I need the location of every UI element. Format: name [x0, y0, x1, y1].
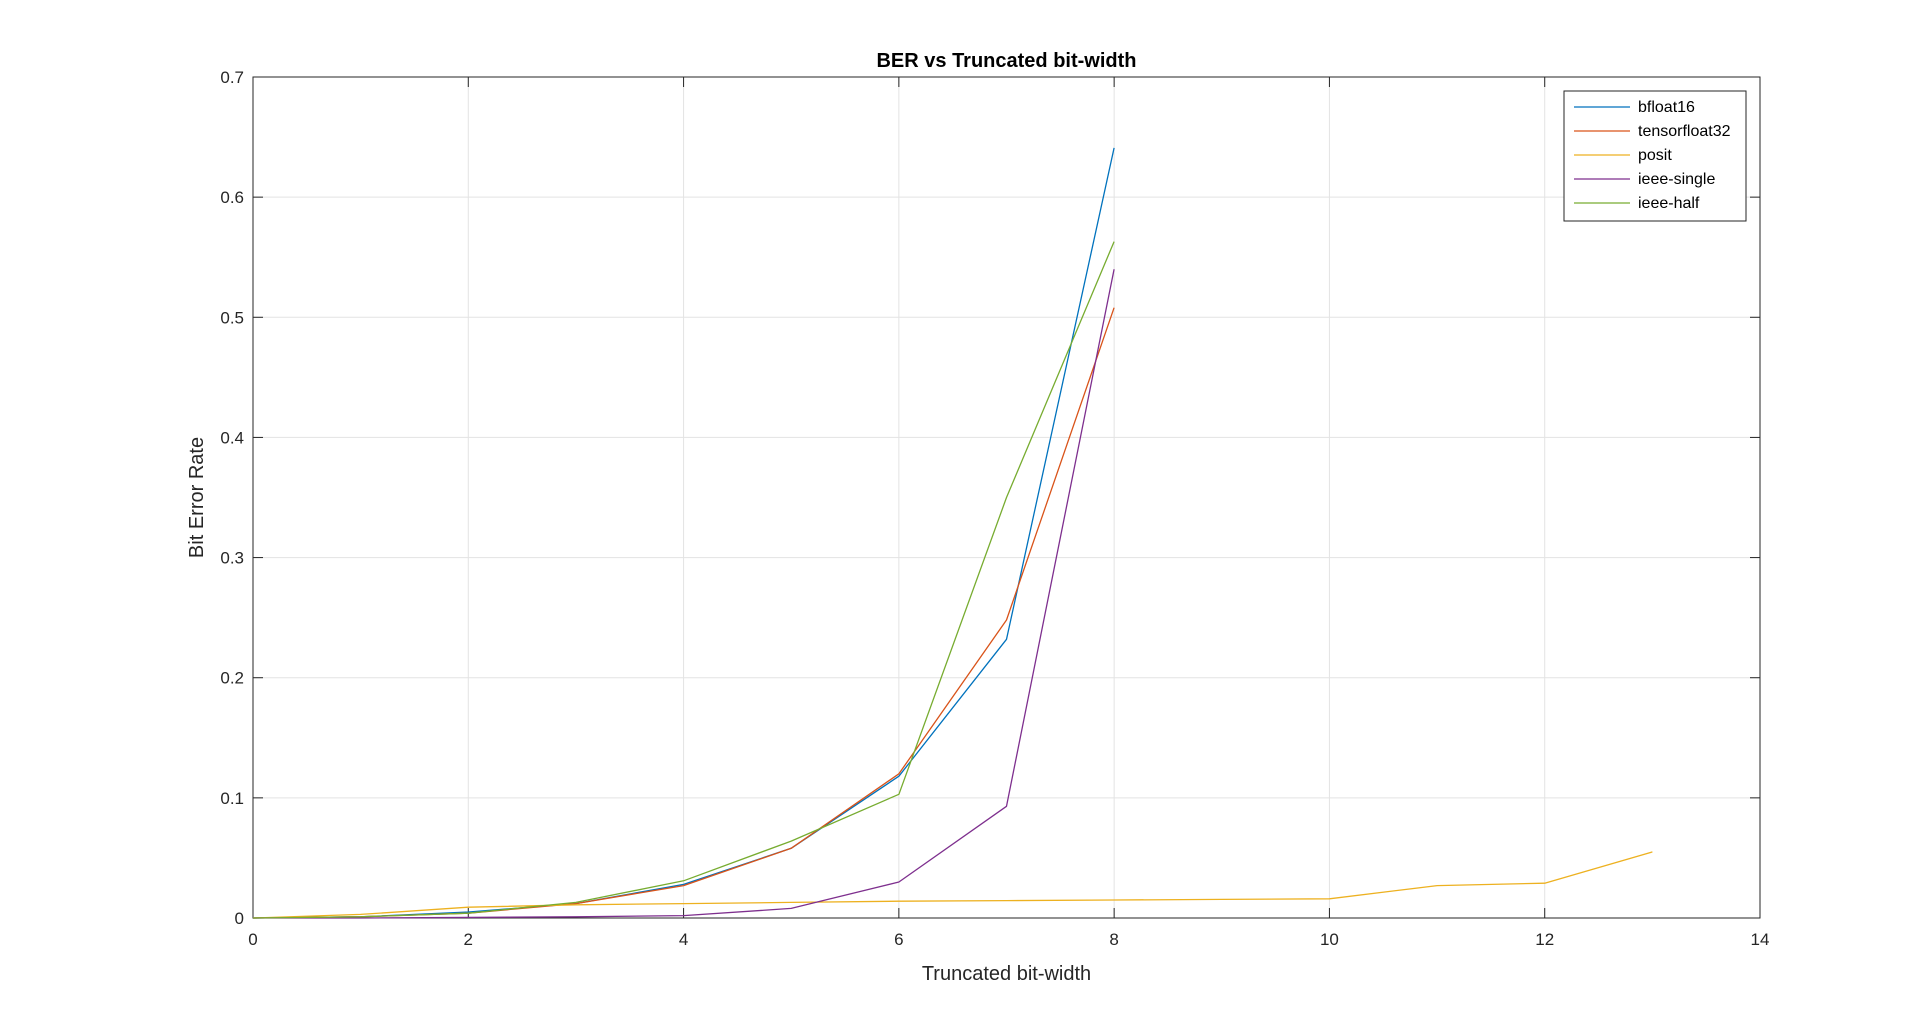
- x-axis-title: Truncated bit-width: [922, 963, 1091, 985]
- x-tick-label: 2: [464, 930, 473, 949]
- chart-title: BER vs Truncated bit-width: [876, 50, 1136, 72]
- y-tick-label: 0.4: [220, 428, 244, 447]
- legend: bfloat16 tensorfloat32 posit ieee-single iee…: [1563, 90, 1747, 222]
- x-tick-label: 8: [1109, 930, 1118, 949]
- plot-area: [252, 76, 1761, 919]
- x-tick-label: 14: [1751, 930, 1770, 949]
- y-tick-label: 0.3: [220, 549, 244, 568]
- legend-label-ieee-half: ieee-half: [1638, 195, 1700, 212]
- legend-label-tensorfloat32: tensorfloat32: [1638, 123, 1731, 140]
- x-tick-label: 4: [679, 930, 688, 949]
- y-tick-label: 0.6: [220, 188, 244, 207]
- y-axis-title: Bit Error Rate: [186, 437, 208, 558]
- series-lines: [252, 147, 1653, 919]
- series-line-ieee-single: [253, 269, 1115, 919]
- series-line-ieee-half: [252, 241, 1115, 919]
- x-tick-label: 6: [894, 930, 903, 949]
- y-tick-label: 0.5: [220, 308, 244, 327]
- x-tick-label: 0: [248, 930, 257, 949]
- y-tick-label: 0.2: [220, 669, 244, 688]
- y-tick-label: 0.1: [220, 789, 244, 808]
- series-line-posit: [252, 851, 1653, 919]
- legend-label-bfloat16: bfloat16: [1638, 99, 1695, 116]
- legend-label-posit: posit: [1638, 147, 1672, 164]
- legend-label-ieee-single: ieee-single: [1638, 171, 1715, 188]
- legend-box: [1563, 90, 1747, 222]
- x-tick-label: 12: [1535, 930, 1554, 949]
- y-tick-label: 0: [235, 909, 244, 928]
- y-tick-label: 0.7: [220, 68, 244, 87]
- x-axis-tick-labels: 0 2 4 6 8 10 12 14: [248, 930, 1769, 949]
- x-tick-label: 10: [1320, 930, 1339, 949]
- y-axis-tick-labels: 0 0.1 0.2 0.3 0.4 0.5 0.6 0.7: [220, 68, 244, 928]
